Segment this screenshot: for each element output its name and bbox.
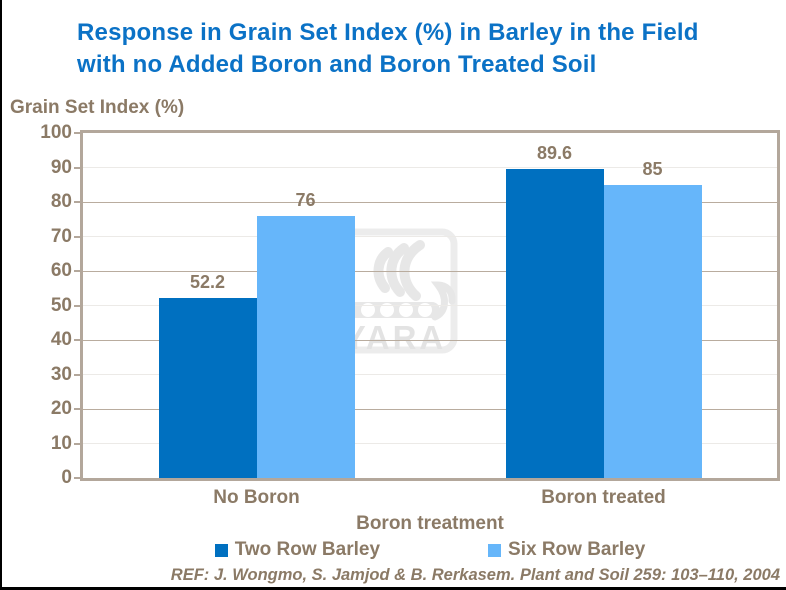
y-tick-70 xyxy=(74,235,83,238)
bar-value-six-row-barley-boron-treated: 85 xyxy=(642,158,663,179)
y-tick-label-10: 10 xyxy=(50,432,72,454)
bar-value-six-row-barley-no-boron: 76 xyxy=(295,189,316,210)
y-tick-30 xyxy=(74,373,83,376)
category-label-no-boron: No Boron xyxy=(213,487,300,508)
chart-title: Response in Grain Set Index (%) in Barle… xyxy=(77,17,767,81)
watermark-text: YARA xyxy=(344,319,446,354)
reference-citation: REF: J. Wongmo, S. Jamjod & B. Rerkasem.… xyxy=(170,566,780,584)
legend-label-six-row-barley: Six Row Barley xyxy=(508,539,646,560)
x-axis-title: Boron treatment xyxy=(356,513,504,534)
y-tick-label-30: 30 xyxy=(50,363,72,385)
y-tick-50 xyxy=(74,304,83,307)
y-tick-label-60: 60 xyxy=(50,260,72,281)
bar-value-two-row-barley-no-boron: 52.2 xyxy=(189,271,226,292)
y-tick-60 xyxy=(74,270,83,272)
y-tick-label-20: 20 xyxy=(50,398,72,419)
legend-item-six-row-barley: Six Row Barley xyxy=(488,539,645,561)
y-tick-label-0: 0 xyxy=(61,467,72,488)
y-tick-label-70: 70 xyxy=(50,225,72,247)
gridline-50 xyxy=(83,305,777,306)
legend-swatch-six-row-barley xyxy=(488,543,502,557)
y-tick-90 xyxy=(74,166,83,169)
y-tick-10 xyxy=(74,442,83,445)
gridline-60 xyxy=(83,270,777,272)
category-label-boron-treated: Boron treated xyxy=(541,487,666,508)
legend-swatch-two-row-barley xyxy=(214,543,228,557)
bar-value-two-row-barley-boron-treated: 89.6 xyxy=(536,142,573,163)
legend-item-two-row-barley: Two Row Barley xyxy=(214,539,381,561)
gridline-80 xyxy=(83,201,777,203)
gridline-40 xyxy=(83,339,777,341)
viking-ship-sails-icon xyxy=(373,240,425,301)
chart-legend: Two Row Barley Six Row Barley xyxy=(83,539,777,561)
y-tick-40 xyxy=(74,339,83,341)
gridline-10 xyxy=(83,443,777,444)
y-tick-label-100: 100 xyxy=(40,122,72,143)
y-tick-label-50: 50 xyxy=(50,294,72,316)
y-tick-80 xyxy=(74,201,83,203)
bar-two-row-barley-no-boron xyxy=(158,297,257,478)
y-axis-title: Grain Set Index (%) xyxy=(10,97,185,118)
y-tick-0 xyxy=(74,477,83,479)
chart-title-line-2: with no Added Boron and Boron Treated So… xyxy=(77,51,597,78)
bar-two-row-barley-boron-treated xyxy=(505,168,604,478)
legend-label-two-row-barley: Two Row Barley xyxy=(234,539,381,560)
bar-six-row-barley-boron-treated xyxy=(603,184,702,478)
chart-title-line-1: Response in Grain Set Index (%) in Barle… xyxy=(77,19,699,46)
gridline-20 xyxy=(83,408,777,410)
gridline-70 xyxy=(83,236,777,237)
y-tick-label-90: 90 xyxy=(50,156,72,178)
bar-six-row-barley-no-boron xyxy=(256,215,355,478)
y-tick-label-40: 40 xyxy=(50,329,72,350)
y-tick-100 xyxy=(74,132,83,134)
gridline-90 xyxy=(83,167,777,168)
y-tick-label-80: 80 xyxy=(50,191,72,212)
gridline-30 xyxy=(83,374,777,375)
y-tick-20 xyxy=(74,408,83,410)
